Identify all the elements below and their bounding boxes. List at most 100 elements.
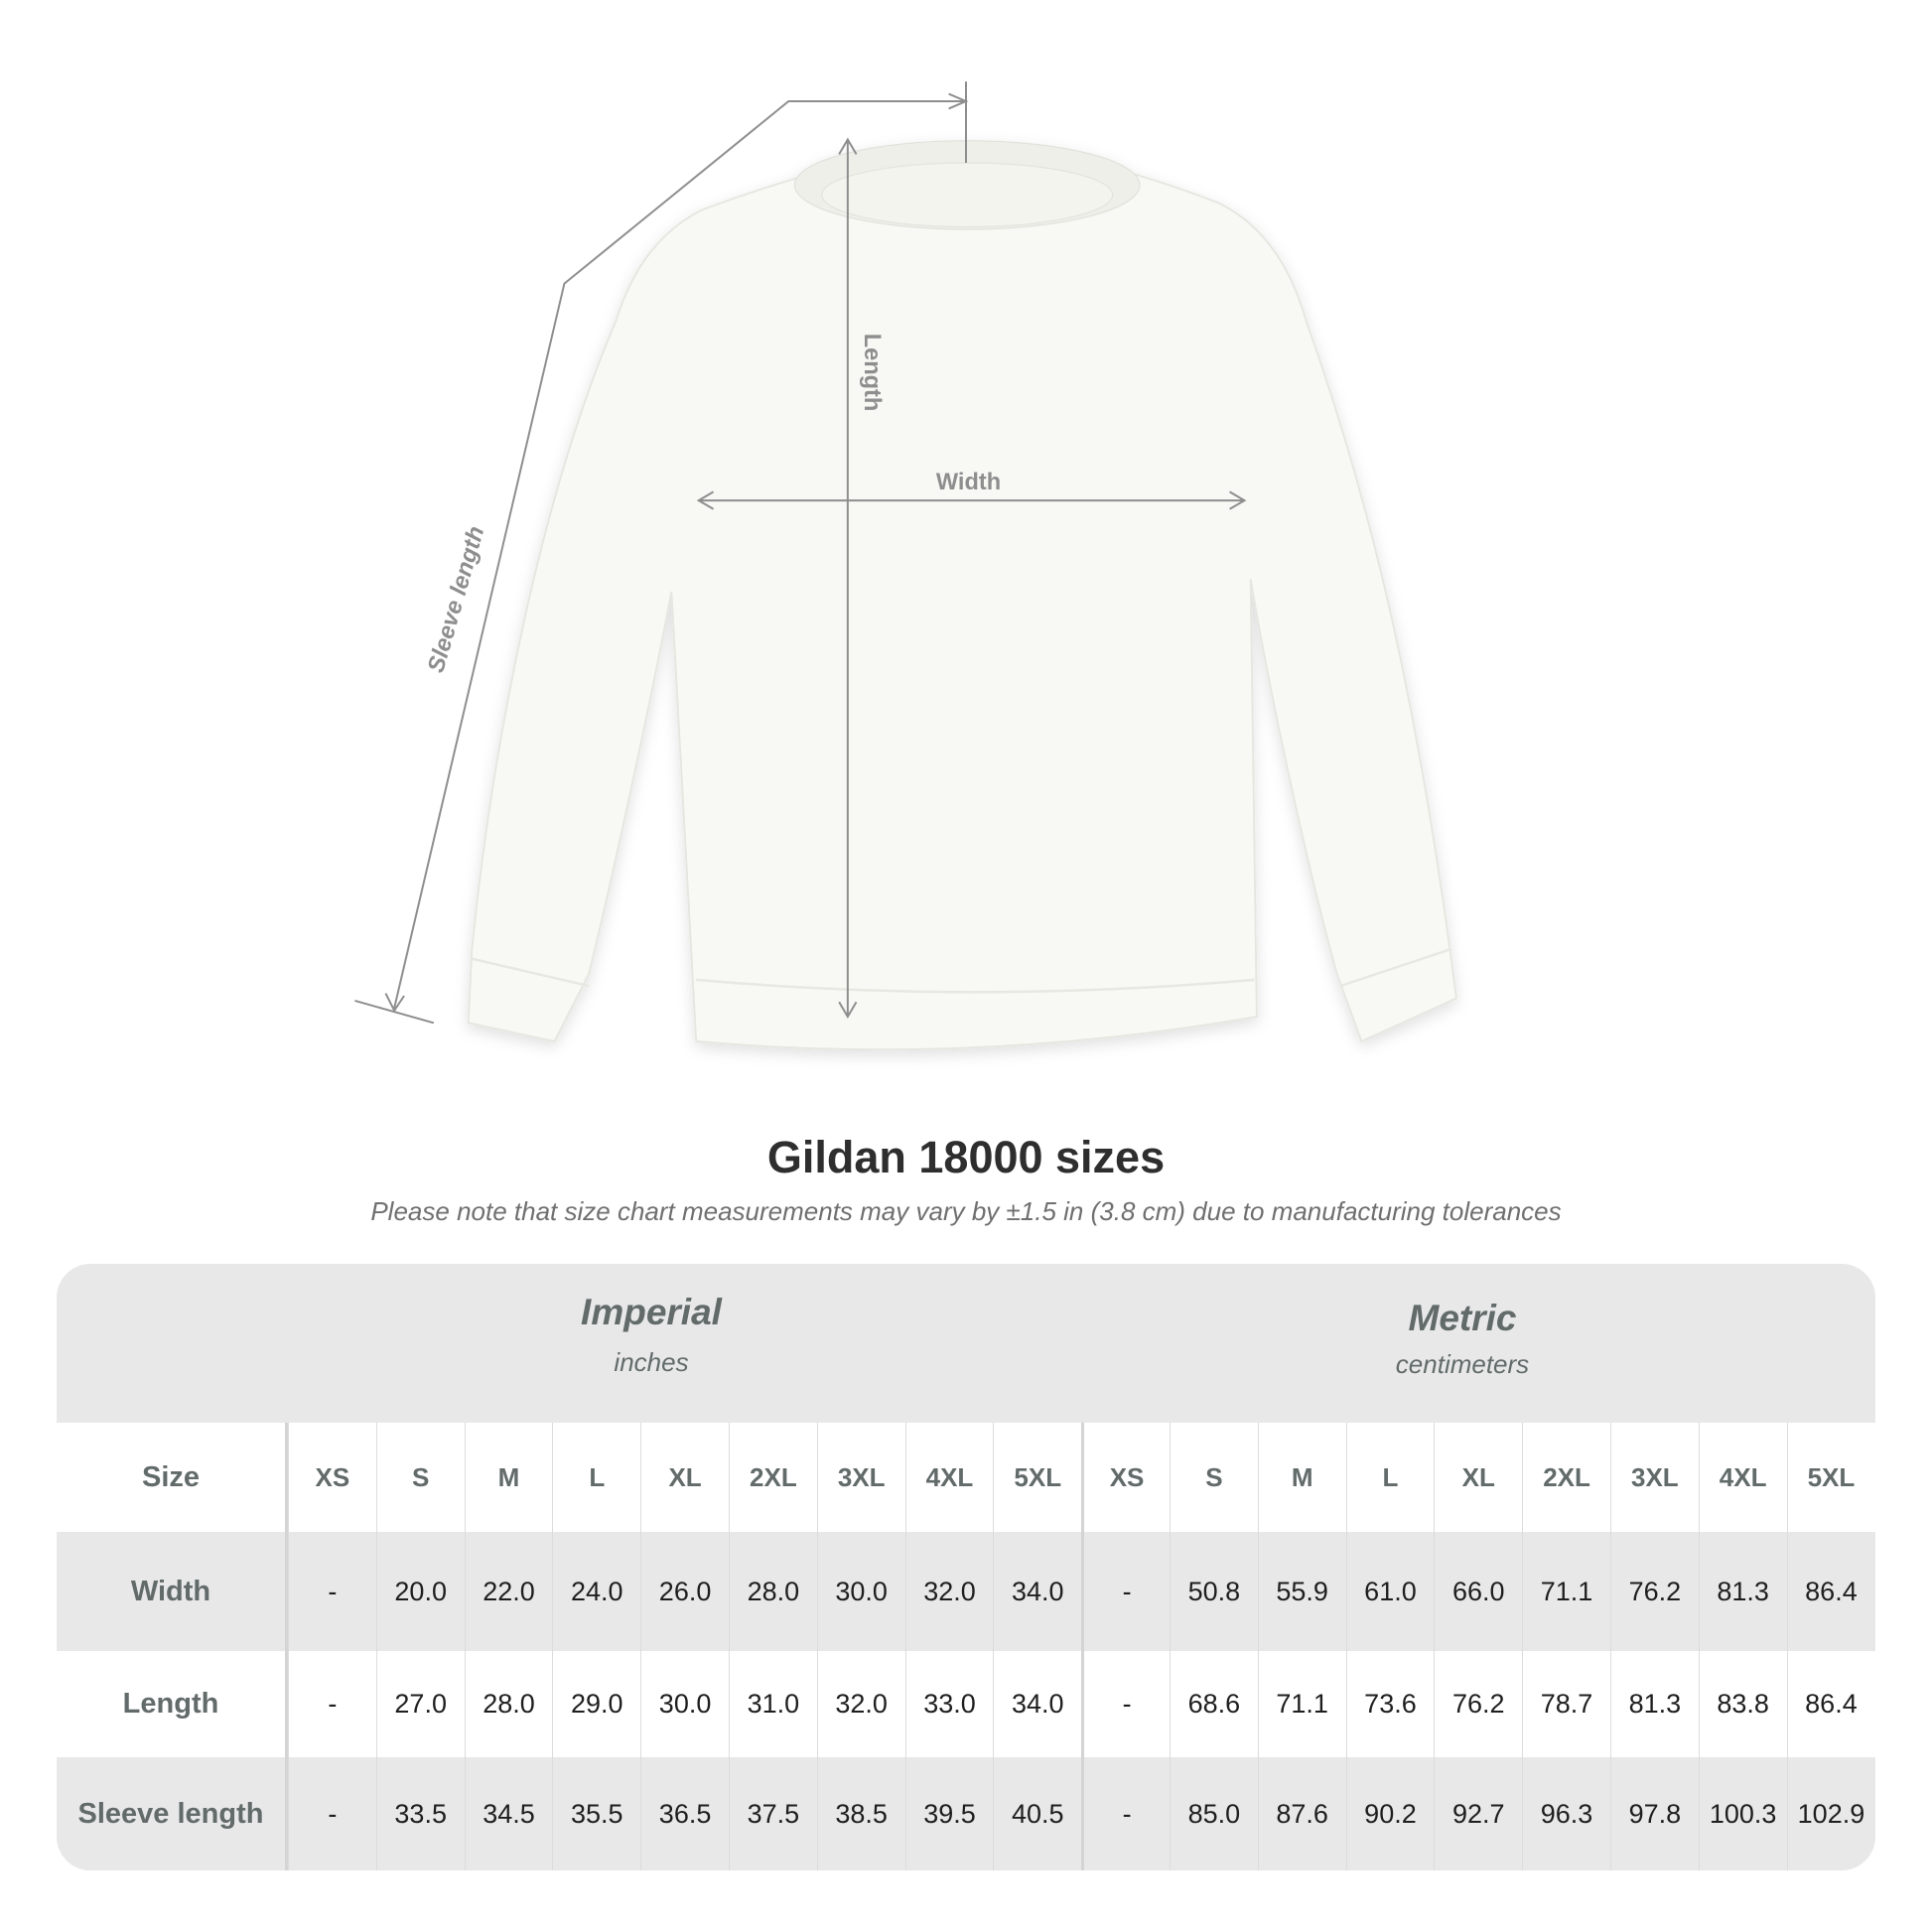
table-row-width: Width -20.0 22.0 24.0 26.0 28.0 30.0 32.0 34.0-5…: [57, 1532, 1875, 1651]
table-cell-imperial: 39.5: [904, 1757, 994, 1870]
table-cell-imperial: 32.0: [816, 1651, 905, 1757]
size-header-imperial-2xl: 2XL: [728, 1423, 817, 1532]
table-cell-metric: 50.8: [1169, 1532, 1258, 1651]
size-header-imperial-4xl: 4XL: [904, 1423, 994, 1532]
page-title: Gildan 18000 sizes: [766, 1132, 1166, 1182]
sweatshirt-illustration: Length Width Sleeve length: [354, 81, 1457, 1051]
table-cell-metric: 81.3: [1698, 1532, 1787, 1651]
table-cell-imperial: 30.0: [640, 1651, 729, 1757]
table-cell-imperial: 34.0: [993, 1532, 1081, 1651]
size-header-imperial-s: S: [375, 1423, 465, 1532]
imperial-unit: inches: [614, 1347, 689, 1377]
size-label: Size: [57, 1423, 288, 1532]
table-cell-imperial: 33.0: [904, 1651, 994, 1757]
size-table: Imperial inches Metric centimeters Size X…: [57, 1264, 1875, 1870]
width-arrow: [696, 490, 1247, 510]
table-cell-metric: 76.2: [1609, 1532, 1699, 1651]
table-cell-metric: 55.9: [1257, 1532, 1346, 1651]
table-cell-imperial: 20.0: [375, 1532, 465, 1651]
table-cell-metric: 81.3: [1609, 1651, 1699, 1757]
table-cell-imperial: 26.0: [640, 1532, 729, 1651]
table-cell-metric: 96.3: [1522, 1757, 1610, 1870]
sleeve-length-line: [393, 99, 966, 1009]
table-cell-metric: 97.8: [1609, 1757, 1699, 1870]
table-cell-imperial: 24.0: [552, 1532, 640, 1651]
table-cell-metric: 66.0: [1434, 1532, 1522, 1651]
table-cell-imperial: 30.0: [816, 1532, 905, 1651]
table-cell-metric: 68.6: [1169, 1651, 1258, 1757]
sweatshirt: [467, 140, 1457, 1051]
table-cell-imperial: 36.5: [640, 1757, 729, 1870]
size-header-metric-3xl: 3XL: [1609, 1423, 1699, 1532]
length-arrow: [838, 137, 858, 1020]
table-cell-imperial: 40.5: [993, 1757, 1081, 1870]
table-cell-metric: -: [1081, 1757, 1170, 1870]
table-cell-metric: 85.0: [1169, 1757, 1258, 1870]
table-cell-imperial: 28.0: [464, 1651, 553, 1757]
table-cell-metric: 78.7: [1522, 1651, 1610, 1757]
size-header-imperial-3xl: 3XL: [816, 1423, 905, 1532]
measurement-lines: [354, 81, 1247, 1025]
size-header-metric-s: S: [1169, 1423, 1258, 1532]
table-cell-imperial: 22.0: [464, 1532, 553, 1651]
imperial-header: Imperial inches: [453, 1292, 850, 1378]
metric-header: Metric centimeters: [1264, 1298, 1661, 1380]
size-header-metric-5xl: 5XL: [1786, 1423, 1875, 1532]
size-header-imperial-xs: XS: [288, 1423, 376, 1532]
size-header-metric-m: M: [1257, 1423, 1346, 1532]
table-cell-imperial: -: [288, 1757, 376, 1870]
table-cell-imperial: 38.5: [816, 1757, 905, 1870]
size-header-metric-l: L: [1345, 1423, 1435, 1532]
table-cell-metric: 102.9: [1786, 1757, 1875, 1870]
row-label: Width: [57, 1532, 288, 1651]
imperial-title: Imperial: [581, 1292, 722, 1332]
table-cell-metric: -: [1081, 1532, 1170, 1651]
table-cell-imperial: 34.5: [464, 1757, 553, 1870]
sleeve-length-label: Sleeve length: [423, 523, 489, 675]
sleeve-arrowhead: [384, 92, 969, 1013]
size-header-imperial-l: L: [552, 1423, 640, 1532]
table-cell-metric: 100.3: [1698, 1757, 1787, 1870]
table-cell-metric: -: [1081, 1651, 1170, 1757]
table-cell-metric: 61.0: [1345, 1532, 1435, 1651]
table-cell-imperial: -: [288, 1532, 376, 1651]
table-cell-metric: 71.1: [1522, 1532, 1610, 1651]
table-cell-imperial: 33.5: [375, 1757, 465, 1870]
row-label: Sleeve length: [57, 1757, 288, 1870]
table-cell-metric: 76.2: [1434, 1651, 1522, 1757]
size-header-imperial-m: M: [464, 1423, 553, 1532]
table-cell-imperial: 28.0: [728, 1532, 817, 1651]
length-label: Length: [860, 334, 886, 412]
table-cell-metric: 73.6: [1345, 1651, 1435, 1757]
table-cell-imperial: 32.0: [904, 1532, 994, 1651]
size-header-imperial-5xl: 5XL: [993, 1423, 1081, 1532]
table-cell-imperial: 37.5: [728, 1757, 817, 1870]
table-cell-metric: 86.4: [1786, 1532, 1875, 1651]
table-cell-imperial: -: [288, 1651, 376, 1757]
size-header-metric-xs: XS: [1081, 1423, 1170, 1532]
table-cell-imperial: 27.0: [375, 1651, 465, 1757]
table-cell-metric: 86.4: [1786, 1651, 1875, 1757]
size-header-metric-4xl: 4XL: [1698, 1423, 1787, 1532]
table-cell-metric: 92.7: [1434, 1757, 1522, 1870]
width-label: Width: [936, 469, 1001, 494]
metric-title: Metric: [1408, 1298, 1517, 1338]
table-cell-imperial: 35.5: [552, 1757, 640, 1870]
table-cell-metric: 90.2: [1345, 1757, 1435, 1870]
size-header-row: Size XS S M L XL 2XL 3XL 4XL 5XL XS S M L XL 2XL 3XL 4XL 5…: [57, 1423, 1875, 1532]
table-cell-imperial: 31.0: [728, 1651, 817, 1757]
size-header-metric-xl: XL: [1434, 1423, 1522, 1532]
unit-header: Imperial inches Metric centimeters: [57, 1264, 1875, 1423]
metric-unit: centimeters: [1395, 1349, 1530, 1379]
table-cell-metric: 87.6: [1257, 1757, 1346, 1870]
table-cell-metric: 83.8: [1698, 1651, 1787, 1757]
table-cell-imperial: 34.0: [993, 1651, 1081, 1757]
size-header-imperial-xl: XL: [640, 1423, 729, 1532]
table-row-length: Length -27.0 28.0 29.0 30.0 31.0 32.0 33.0 34.0-…: [57, 1651, 1875, 1757]
tolerance-note: Please note that size chart measurements…: [370, 1196, 1562, 1226]
size-header-metric-2xl: 2XL: [1522, 1423, 1610, 1532]
table-cell-imperial: 29.0: [552, 1651, 640, 1757]
table-cell-metric: 71.1: [1257, 1651, 1346, 1757]
row-label: Length: [57, 1651, 288, 1757]
table-row-sleeve-length: Sleeve length -33.5 34.5 35.5 36.5 37.5 38.5 39…: [57, 1757, 1875, 1870]
